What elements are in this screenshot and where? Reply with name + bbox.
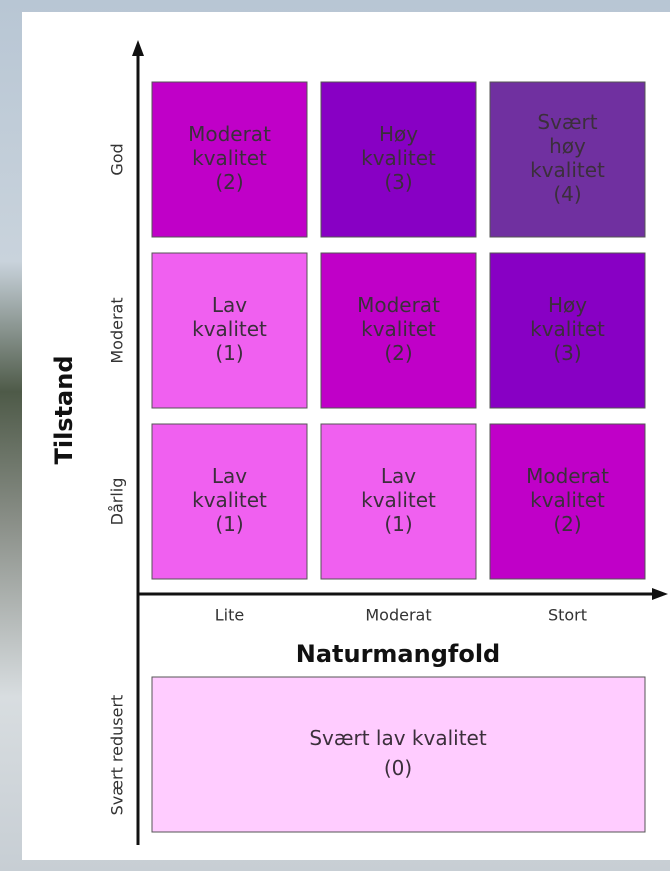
x-arrow <box>652 588 668 600</box>
x-level-label: Moderat <box>365 606 431 625</box>
cell-text: Høy <box>548 293 587 317</box>
bottom-cell <box>151 676 646 833</box>
cell-text: (1) <box>215 341 243 365</box>
cell <box>320 81 477 238</box>
y-level-label: Svært redusert <box>108 695 127 816</box>
cell-text: kvalitet <box>361 146 436 170</box>
cell-text: (0) <box>384 756 412 780</box>
cell-text: (2) <box>553 512 581 536</box>
y-level-label: Dårlig <box>108 478 127 526</box>
x-level-label: Stort <box>548 606 587 625</box>
cell-text: kvalitet <box>192 146 267 170</box>
cell-text: (2) <box>384 341 412 365</box>
cell <box>151 81 308 238</box>
cell-text: Svært lav kvalitet <box>309 726 487 750</box>
cell-text: (3) <box>553 341 581 365</box>
cell-text: Lav <box>381 464 416 488</box>
cell <box>151 252 308 409</box>
cell-text: Moderat <box>526 464 609 488</box>
y-level-label: God <box>108 143 127 175</box>
cell-text: høy <box>549 134 586 158</box>
cell-text: kvalitet <box>530 488 605 512</box>
cell-text: kvalitet <box>361 317 436 341</box>
cell <box>489 81 646 238</box>
cell-text: kvalitet <box>192 488 267 512</box>
cell-text: Svært <box>537 110 597 134</box>
cell-text: Moderat <box>357 293 440 317</box>
cell-text: kvalitet <box>530 317 605 341</box>
y-title: Tilstand <box>50 355 78 464</box>
cell-text: Moderat <box>188 122 271 146</box>
y-arrow <box>132 40 144 56</box>
cell-text: (1) <box>384 512 412 536</box>
cell <box>489 423 646 580</box>
cell-text: Høy <box>379 122 418 146</box>
cell-text: (4) <box>553 182 581 206</box>
x-level-label: Lite <box>215 606 244 625</box>
cell-text: (2) <box>215 170 243 194</box>
cell-text: kvalitet <box>530 158 605 182</box>
cell <box>320 423 477 580</box>
cell-text: (1) <box>215 512 243 536</box>
cell-text: kvalitet <box>192 317 267 341</box>
cell-text: (3) <box>384 170 412 194</box>
cell-text: Lav <box>212 293 247 317</box>
cell <box>489 252 646 409</box>
cell-text: kvalitet <box>361 488 436 512</box>
cell-text: Lav <box>212 464 247 488</box>
x-title: Naturmangfold <box>296 640 500 668</box>
cell <box>320 252 477 409</box>
y-level-label: Moderat <box>108 297 127 363</box>
cell <box>151 423 308 580</box>
